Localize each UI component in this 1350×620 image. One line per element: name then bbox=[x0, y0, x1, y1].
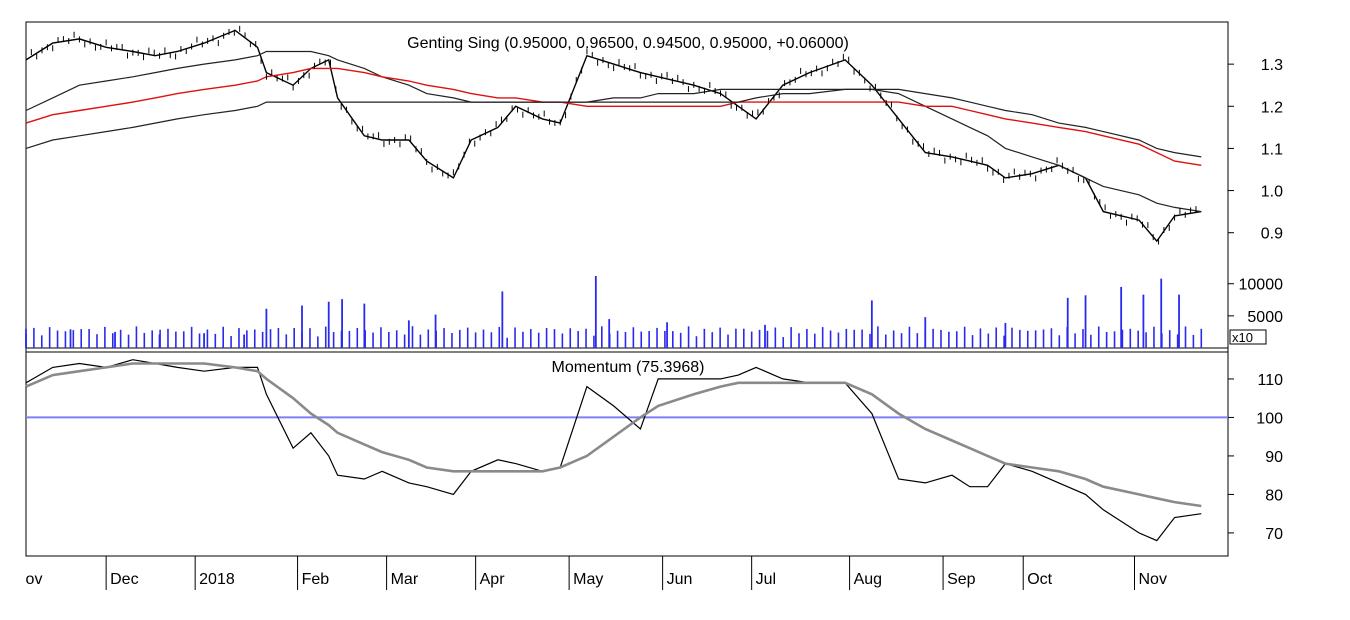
y-tick-label: 80 bbox=[1265, 487, 1283, 504]
volume-multiplier-label: x10 bbox=[1232, 330, 1253, 345]
price-chart-title: Genting Sing (0.95000, 0.96500, 0.94500,… bbox=[407, 35, 849, 52]
price-series bbox=[25, 29, 1202, 243]
x-tick-label: Aug bbox=[854, 571, 882, 588]
y-tick-label: 1.1 bbox=[1261, 141, 1283, 158]
x-tick-label: 2018 bbox=[199, 571, 235, 588]
x-tick-label: Jun bbox=[667, 571, 693, 588]
y-tick-label: 1.2 bbox=[1261, 99, 1283, 116]
x-tick-label: Mar bbox=[391, 571, 419, 588]
x-tick-label: Nov bbox=[1139, 571, 1167, 588]
short-ma-line bbox=[25, 88, 1202, 158]
volume-panel: 10000 5000 bbox=[25, 276, 1284, 348]
x-tick-label: May bbox=[573, 571, 603, 588]
momentum-average-line bbox=[25, 362, 1202, 508]
momentum-chart-title: Momentum (75.3968) bbox=[552, 359, 705, 376]
momentum-panel: 110 100 90 80 70 bbox=[25, 359, 1283, 543]
y-tick-label: 1.3 bbox=[1261, 57, 1283, 74]
x-tick-label: Apr bbox=[480, 571, 506, 588]
y-tick-label: 100 bbox=[1256, 410, 1283, 427]
y-tick-label: 110 bbox=[1257, 372, 1283, 389]
price-panel: 0.9 1.0 1.1 1.2 1.3 bbox=[25, 25, 1283, 245]
x-tick-label: Feb bbox=[302, 571, 330, 588]
x-tick-label: Oct bbox=[1027, 571, 1052, 588]
x-tick-label: Jul bbox=[756, 571, 776, 588]
y-tick-label: 5000 bbox=[1247, 309, 1283, 326]
x-axis: ov Dec 2018 Feb Mar Apr May Jun Jul Aug Sep Oct Nov bbox=[26, 556, 1167, 590]
y-tick-label: 1.0 bbox=[1261, 184, 1283, 201]
chart-frame bbox=[25, 21, 1229, 557]
y-tick-label: 10000 bbox=[1239, 277, 1284, 294]
y-tick-label: 70 bbox=[1265, 526, 1283, 543]
y-tick-label: 0.9 bbox=[1261, 226, 1283, 243]
x-tick-label: Dec bbox=[110, 571, 138, 588]
x-tick-label: Sep bbox=[947, 571, 976, 588]
volume-multiplier-box bbox=[1229, 329, 1267, 345]
mid-ma-line bbox=[25, 67, 1202, 166]
y-tick-label: 90 bbox=[1265, 449, 1283, 466]
x-tick-label: ov bbox=[26, 571, 43, 588]
